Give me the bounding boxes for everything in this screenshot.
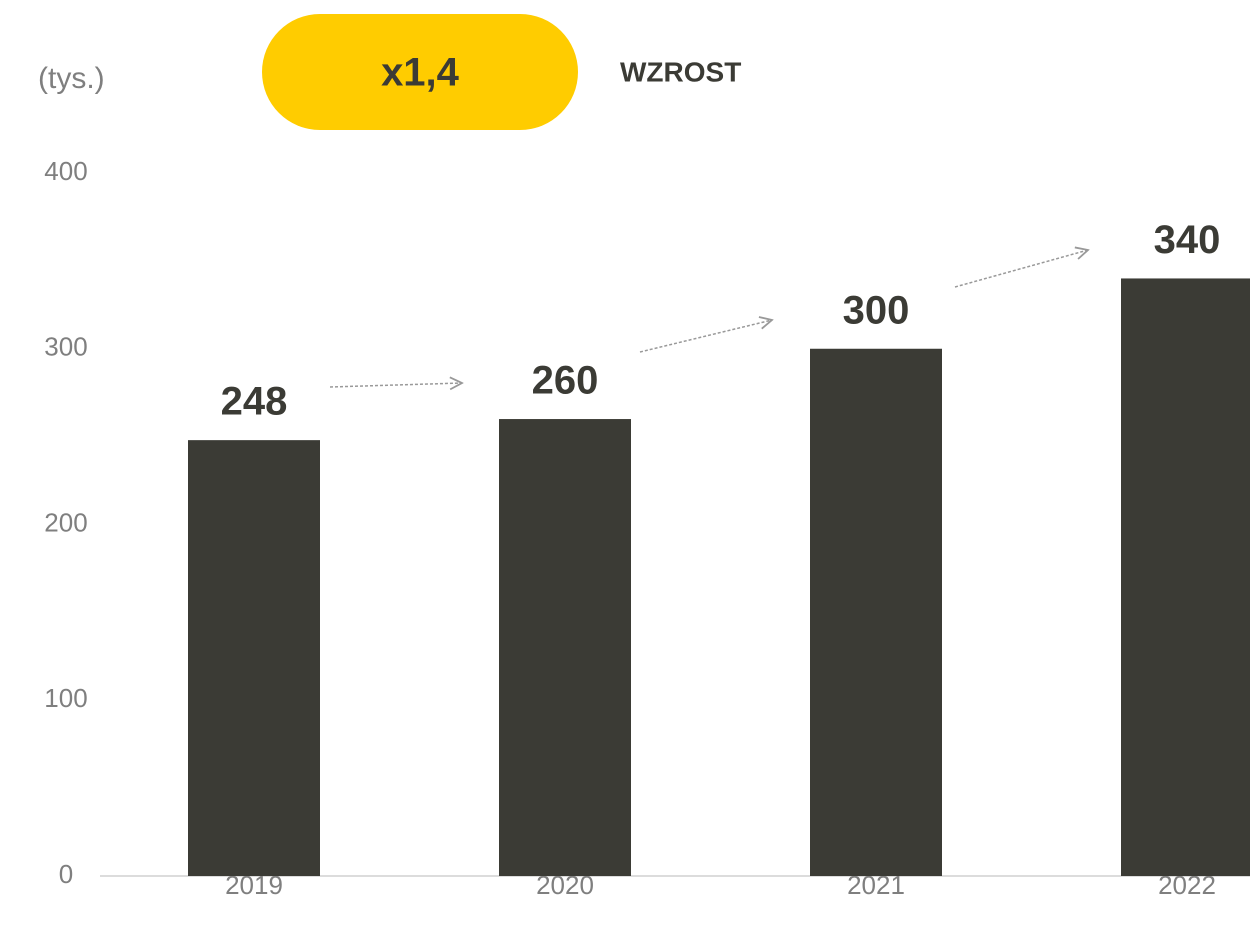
growth-arrows [329,250,1088,387]
y-axis-label: (tys.) [38,62,105,95]
y-tick-label: 200 [44,507,87,537]
value-label: 300 [843,288,910,332]
arrow [954,250,1088,288]
bar [810,348,942,876]
value-label: 248 [221,380,288,424]
annotation: WZROST [620,56,741,87]
y-tick-label: 300 [44,332,87,362]
y-tick-label: 400 [44,156,87,186]
badge-text: x1,4 [381,51,460,95]
value-label: 260 [532,359,599,403]
value-label: 340 [1154,218,1221,262]
arrow [329,383,462,387]
badge [262,14,578,130]
bar [188,440,320,876]
arrow [639,320,772,353]
y-tick-label: 0 [59,859,73,889]
bar [499,419,631,876]
y-tick-label: 100 [44,683,87,713]
bar [1121,278,1250,876]
